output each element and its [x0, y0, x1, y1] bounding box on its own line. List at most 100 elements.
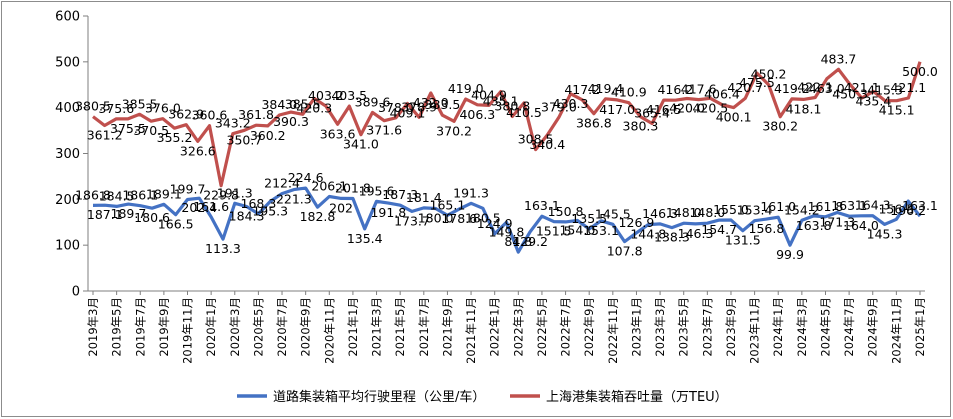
- data-label: 409.1: [390, 105, 426, 120]
- data-label: 146.3: [678, 226, 714, 241]
- data-label: 417.2: [564, 82, 600, 97]
- data-label: 363.6: [320, 126, 356, 141]
- series-line-2: [92, 61, 922, 188]
- x-tick-label: 2022年9月: [582, 297, 596, 357]
- data-label: 145.5: [595, 206, 631, 221]
- data-label: 378.9: [401, 99, 437, 114]
- data-label: 191.3: [217, 185, 253, 200]
- x-tick-label: 2023年3月: [653, 297, 667, 357]
- x-tick-label: 2024年1月: [771, 297, 785, 357]
- x-tick-label: 2022年5月: [535, 297, 549, 357]
- data-label: 178.6: [441, 211, 477, 226]
- data-label: 389.6: [355, 94, 391, 109]
- data-label: 422.1: [797, 80, 833, 95]
- data-label: 145.3: [867, 226, 903, 241]
- data-label: 187.3: [382, 187, 418, 202]
- data-label: 362.9: [168, 107, 204, 122]
- data-label: 380.3: [623, 119, 659, 134]
- data-label: 84.8: [504, 234, 532, 249]
- data-label: 371.6: [366, 123, 402, 138]
- legend-label-1: 道路集装箱平均行驶里程（公里/车）: [273, 389, 485, 405]
- data-label: 129.2: [512, 234, 548, 249]
- data-label: 153.1: [583, 223, 619, 238]
- y-tick-label: 600: [55, 10, 80, 25]
- data-label: 144.8: [630, 227, 666, 242]
- data-label: 131.5: [725, 233, 761, 248]
- data-label: 113.3: [205, 241, 241, 256]
- data-label: 186.8: [75, 187, 111, 202]
- data-label: 406.3: [459, 107, 495, 122]
- data-label: 430.3: [553, 96, 589, 111]
- data-label: 229.8: [203, 188, 239, 203]
- data-label: 153.4: [737, 203, 773, 218]
- data-label: 168.3: [241, 196, 277, 211]
- data-label: 418.1: [786, 101, 822, 116]
- x-tick-label: 2021年9月: [440, 297, 454, 357]
- series-line-1: [92, 186, 922, 254]
- data-label: 148.0: [666, 205, 702, 220]
- data-label: 173.7: [394, 213, 430, 228]
- data-label: 416.5: [646, 102, 682, 117]
- data-label: 124.9: [477, 216, 513, 231]
- data-label: 463.0: [809, 81, 845, 96]
- data-label: 450.2: [751, 67, 787, 82]
- data-label: 421.1: [844, 80, 880, 95]
- x-tick-label: 2025年1月: [913, 297, 927, 357]
- x-tick-label: 2021年11月: [464, 297, 478, 364]
- data-label: 419.4: [588, 81, 624, 96]
- data-label: 410.5: [506, 105, 542, 120]
- data-label: 99.9: [776, 247, 804, 262]
- data-label: 202.4: [181, 200, 217, 215]
- data-label: 415.3: [867, 83, 903, 98]
- x-tick-label: 2022年1月: [488, 297, 502, 357]
- data-label: 383.5: [425, 97, 461, 112]
- data-label: 165.1: [430, 197, 466, 212]
- x-tick-label: 2020年11月: [322, 297, 336, 364]
- x-tick-label: 2023年9月: [724, 297, 738, 357]
- data-label: 421.1: [890, 80, 926, 95]
- data-label: 376.0: [145, 101, 181, 116]
- data-label: 155.0: [713, 202, 749, 217]
- x-tick-label: 2019年7月: [133, 297, 147, 357]
- data-label: 360.2: [250, 128, 286, 143]
- data-label: 156.5: [878, 201, 914, 216]
- data-label: 191.3: [453, 185, 489, 200]
- x-tick-label: 2024年7月: [842, 297, 856, 357]
- data-label: 181.4: [406, 190, 442, 205]
- data-label: 416.2: [657, 82, 693, 97]
- data-label: 403.5: [331, 88, 367, 103]
- x-tick-label: 2021年1月: [346, 297, 360, 357]
- x-tick-label: 2019年5月: [110, 297, 124, 357]
- data-label: 370.5: [133, 123, 169, 138]
- data-label: 189.1: [146, 186, 182, 201]
- data-label: 163.1: [831, 198, 867, 213]
- data-label: 361.8: [238, 107, 274, 122]
- data-label: 154.2: [784, 202, 820, 217]
- data-label: 206.1: [311, 179, 347, 194]
- data-label: 360.6: [192, 108, 228, 123]
- x-tick-label: 2024年3月: [795, 297, 809, 357]
- x-tick-label: 2024年9月: [866, 297, 880, 357]
- data-label: 195.6: [359, 183, 395, 198]
- data-label: 196.2: [890, 203, 926, 218]
- data-label: 384.0: [261, 97, 297, 112]
- x-tick-label: 2021年3月: [370, 297, 384, 357]
- data-label: 361.2: [87, 127, 123, 142]
- data-label: 195.3: [252, 203, 288, 218]
- data-label: 163.8: [796, 218, 832, 233]
- data-label: 483.7: [821, 51, 857, 66]
- data-label: 184.3: [229, 209, 265, 224]
- data-label: 420.3: [296, 100, 332, 115]
- data-label: 406.4: [704, 87, 740, 102]
- data-label: 475.5: [739, 75, 775, 90]
- data-label: 126.9: [619, 215, 655, 230]
- data-label: 135.4: [347, 231, 383, 246]
- data-label: 135.5: [571, 211, 607, 226]
- data-label: 375.6: [98, 101, 134, 116]
- data-label: 385.5: [285, 96, 321, 111]
- x-tick-label: 2023年7月: [700, 297, 714, 357]
- data-label: 161.0: [760, 199, 796, 214]
- data-label: 201.8: [335, 181, 371, 196]
- data-label: 166.5: [158, 217, 194, 232]
